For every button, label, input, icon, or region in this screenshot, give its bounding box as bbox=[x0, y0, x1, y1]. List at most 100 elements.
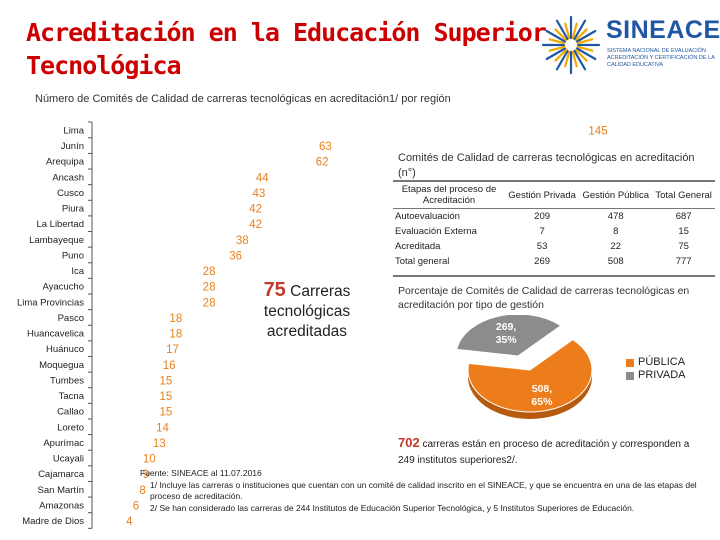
management-pie-chart: 508, 65% 269, 35% bbox=[456, 315, 593, 419]
bar-value-label: 18 bbox=[169, 313, 182, 325]
bar-value-label: 15 bbox=[159, 375, 172, 387]
table-row: Evaluación Externa 7 8 15 bbox=[393, 224, 715, 239]
sunburst-logo-icon bbox=[541, 15, 601, 75]
footnote-1: 1/ Incluye las carreras o instituciones … bbox=[150, 479, 697, 502]
category-label: Madre de Dios bbox=[22, 516, 84, 527]
category-label: Tumbes bbox=[50, 375, 84, 386]
logo-ray bbox=[554, 48, 568, 62]
bar-value-label: 9 bbox=[143, 469, 149, 481]
page-title: Acreditación en la Educación Superior Te… bbox=[26, 18, 547, 80]
in-process-text: carreras están en proceso de acreditació… bbox=[398, 439, 690, 466]
bar-value-label: 62 bbox=[316, 157, 329, 169]
category-label: Apurímac bbox=[43, 438, 84, 449]
table-cell: 209 bbox=[534, 210, 551, 222]
logo-ray bbox=[545, 29, 567, 43]
accredited-text: Carreras tecnológicas acreditadas bbox=[263, 283, 351, 340]
bar-value-label: 44 bbox=[256, 172, 269, 184]
category-label: Loreto bbox=[57, 422, 84, 433]
bar-value-label: 10 bbox=[143, 454, 156, 466]
bar-value-label: 28 bbox=[203, 266, 216, 278]
bar-value-label: 145 bbox=[588, 126, 607, 138]
table-header: Total General bbox=[655, 189, 712, 201]
in-process-note: 702 carreras están en proceso de acredit… bbox=[398, 435, 698, 469]
table-row-total: Total general 269 508 777 bbox=[393, 254, 715, 269]
logo-ray bbox=[545, 47, 567, 61]
logo-ray bbox=[564, 22, 571, 40]
bar-value-label: 4 bbox=[126, 516, 133, 528]
pie-slice-label: 508, 65% bbox=[531, 383, 553, 408]
category-label: Piura bbox=[62, 204, 85, 215]
bar-value-label: 42 bbox=[249, 219, 262, 231]
source-note: Fuente: SINEACE al 11.07.2016 bbox=[140, 468, 262, 478]
pie-legend: PÚBLICA PRIVADA bbox=[626, 356, 685, 382]
table-cell: 7 bbox=[539, 225, 545, 237]
logo-ray bbox=[548, 38, 566, 45]
pie-chart-title: Porcentaje de Comités de Calidad de carr… bbox=[398, 285, 690, 311]
logo-ray bbox=[576, 38, 594, 45]
bar-value-label: 6 bbox=[133, 500, 139, 512]
table-cell: 269 bbox=[534, 255, 551, 267]
table-cell: 687 bbox=[675, 210, 692, 222]
pie-slice-label: 269, 35% bbox=[496, 321, 518, 346]
table-cell: 53 bbox=[536, 240, 548, 252]
category-label: Ayacucho bbox=[42, 282, 84, 293]
category-label: Tacna bbox=[59, 391, 85, 402]
category-label: Lambayeque bbox=[29, 235, 84, 246]
pie-slice-pública bbox=[467, 338, 593, 413]
category-label: Cusco bbox=[57, 188, 84, 199]
logo-ray bbox=[554, 28, 568, 42]
category-label: Callao bbox=[57, 407, 84, 418]
bar-value-label: 63 bbox=[319, 141, 332, 153]
logo-subtext: SISTEMA NACIONAL DE EVALUACIÓN ACREDITAC… bbox=[607, 48, 715, 68]
accredited-callout: 75 Carreras tecnológicas acreditadas bbox=[242, 280, 372, 342]
logo-ray bbox=[564, 50, 571, 68]
table-header-row: Etapas del proceso de Acreditación Gesti… bbox=[393, 182, 715, 209]
category-label: Cajamarca bbox=[38, 469, 85, 480]
bar-value-label: 43 bbox=[253, 188, 266, 200]
logo-ray bbox=[575, 29, 597, 43]
bar-value-label: 15 bbox=[159, 391, 172, 403]
legend-item-privada: PRIVADA bbox=[626, 369, 685, 382]
table-cell: 508 bbox=[607, 255, 624, 267]
bar-value-label: 13 bbox=[153, 438, 166, 450]
category-label: San Martín bbox=[38, 485, 84, 496]
legend-item-publica: PÚBLICA bbox=[626, 356, 685, 369]
table-cell: Total general bbox=[395, 255, 450, 267]
pie-slice-privada bbox=[456, 315, 562, 357]
bar-value-label: 14 bbox=[156, 422, 169, 434]
category-label: Huánuco bbox=[46, 344, 84, 355]
logo-ray bbox=[574, 28, 588, 42]
table-row: Acreditada 53 22 75 bbox=[393, 239, 715, 254]
category-label: Pasco bbox=[58, 313, 84, 324]
stages-table: Etapas del proceso de Acreditación Gesti… bbox=[393, 182, 715, 269]
category-label: Moquegua bbox=[39, 360, 85, 371]
category-label: Ica bbox=[71, 266, 84, 277]
category-label: Amazonas bbox=[39, 500, 84, 511]
logo-ray bbox=[555, 19, 569, 41]
category-label: Ancash bbox=[52, 172, 84, 183]
table-cell: 478 bbox=[607, 210, 624, 222]
bar-value-label: 15 bbox=[159, 407, 172, 419]
bar-chart-subtitle: Número de Comités de Calidad de carreras… bbox=[35, 93, 451, 105]
table-row: Autoevaluación 209 478 687 bbox=[393, 209, 715, 225]
logo-ray bbox=[548, 45, 566, 52]
logo-ray bbox=[571, 50, 578, 68]
table-cell: Autoevaluación bbox=[395, 210, 460, 222]
table-cell: Acreditada bbox=[395, 240, 441, 252]
bar-value-label: 8 bbox=[139, 485, 145, 497]
logo-ray bbox=[575, 47, 597, 61]
sineace-logo: SINEACE SISTEMA NACIONAL DE EVALUACIÓN A… bbox=[540, 14, 720, 80]
logo-ray bbox=[555, 49, 569, 71]
logo-ray bbox=[573, 49, 587, 71]
bar-value-label: 42 bbox=[249, 204, 262, 216]
table-cell: Evaluación Externa bbox=[395, 225, 477, 237]
bar-value-label: 38 bbox=[236, 235, 249, 247]
category-label: Lima Provincias bbox=[17, 297, 84, 308]
category-label: Huancavelica bbox=[27, 329, 85, 340]
bar-value-label: 16 bbox=[163, 360, 176, 372]
bar-value-label: 28 bbox=[203, 282, 216, 294]
accredited-count: 75 bbox=[263, 279, 286, 301]
table-cell: 15 bbox=[678, 225, 689, 237]
logo-ray bbox=[571, 22, 578, 40]
